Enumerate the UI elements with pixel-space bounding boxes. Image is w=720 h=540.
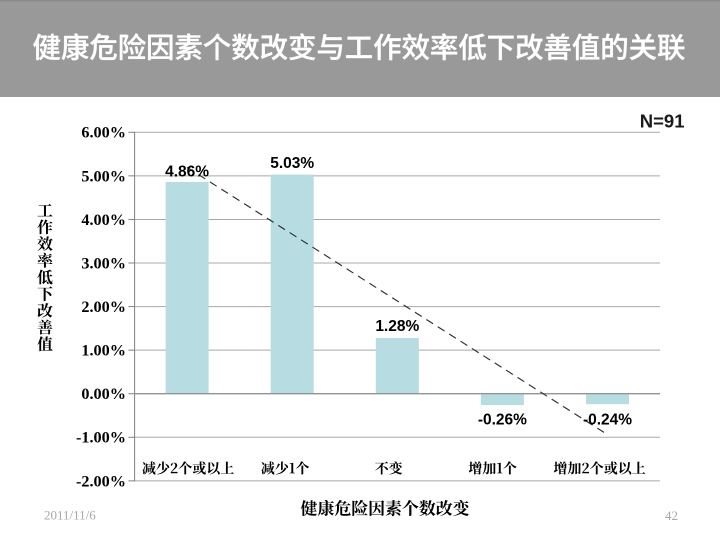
svg-text:5.00%: 5.00% (81, 167, 126, 185)
svg-text:0.00%: 0.00% (81, 385, 126, 403)
svg-text:1.00%: 1.00% (81, 342, 126, 360)
svg-text:-0.26%: -0.26% (478, 412, 527, 429)
svg-text:5.03%: 5.03% (270, 155, 314, 172)
svg-text:4.00%: 4.00% (81, 211, 126, 229)
svg-text:-1.00%: -1.00% (76, 429, 126, 447)
svg-text:6.00%: 6.00% (81, 124, 126, 142)
svg-text:-2.00%: -2.00% (76, 472, 126, 490)
svg-text:N=91: N=91 (640, 111, 685, 132)
svg-text:1.28%: 1.28% (375, 318, 419, 335)
svg-text:4.86%: 4.86% (165, 164, 209, 181)
svg-text:2.00%: 2.00% (81, 298, 126, 316)
svg-text:2011/11/6: 2011/11/6 (44, 508, 96, 523)
svg-text:-0.24%: -0.24% (583, 412, 632, 429)
svg-text:3.00%: 3.00% (81, 254, 126, 272)
svg-text:42: 42 (665, 508, 678, 523)
